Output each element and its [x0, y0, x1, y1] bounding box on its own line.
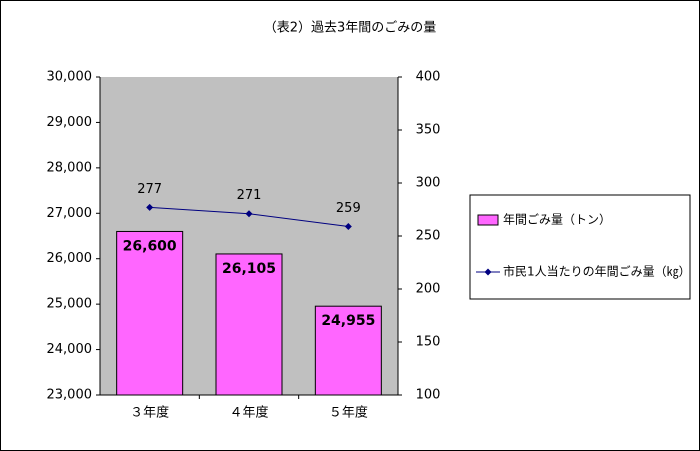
y2-tick-label: 350 [416, 123, 441, 138]
y2-tick-label: 100 [416, 388, 441, 403]
line-marker [344, 222, 352, 230]
y-tick-label: 29,000 [47, 115, 93, 130]
y-tick-label: 24,000 [47, 342, 93, 357]
bar [314, 305, 382, 396]
x-tick-label: ５年度 [329, 405, 368, 421]
line-marker [146, 203, 154, 211]
y-tick-label: 28,000 [47, 160, 93, 175]
y-tick-label: 23,000 [47, 388, 93, 403]
y2-tick-label: 200 [416, 282, 441, 297]
bar [116, 230, 184, 396]
y2-tick-label: 300 [416, 176, 441, 191]
y-tick-label: 30,000 [47, 70, 93, 85]
line-marker [245, 210, 253, 218]
chart-title: （表2）過去3年間のごみの量 [264, 20, 437, 36]
x-tick-label: ３年度 [130, 405, 169, 421]
legend-swatch-marker [484, 268, 492, 276]
x-tick-label: ４年度 [229, 405, 268, 421]
y-tick-label: 26,000 [47, 251, 93, 266]
line-value-label: 277 [137, 182, 162, 197]
legend [469, 194, 691, 300]
line-value-label: 259 [336, 201, 361, 216]
y-tick-label: 25,000 [47, 297, 93, 312]
legend-label: 年間ごみ量（トン） [503, 212, 611, 227]
legend-label: 市民1人当たりの年間ごみ量（㎏） [503, 264, 691, 279]
y2-tick-label: 250 [416, 229, 441, 244]
bar [215, 253, 283, 396]
legend-swatch [477, 214, 499, 226]
bar-value-label: 26,105 [222, 261, 276, 277]
bar-value-label: 26,600 [123, 238, 177, 254]
bar-value-label: 24,955 [321, 313, 375, 329]
y-tick-label: 27,000 [47, 206, 93, 221]
line-value-label: 271 [237, 188, 262, 203]
y2-tick-label: 150 [416, 335, 441, 350]
y2-tick-label: 400 [416, 70, 441, 85]
